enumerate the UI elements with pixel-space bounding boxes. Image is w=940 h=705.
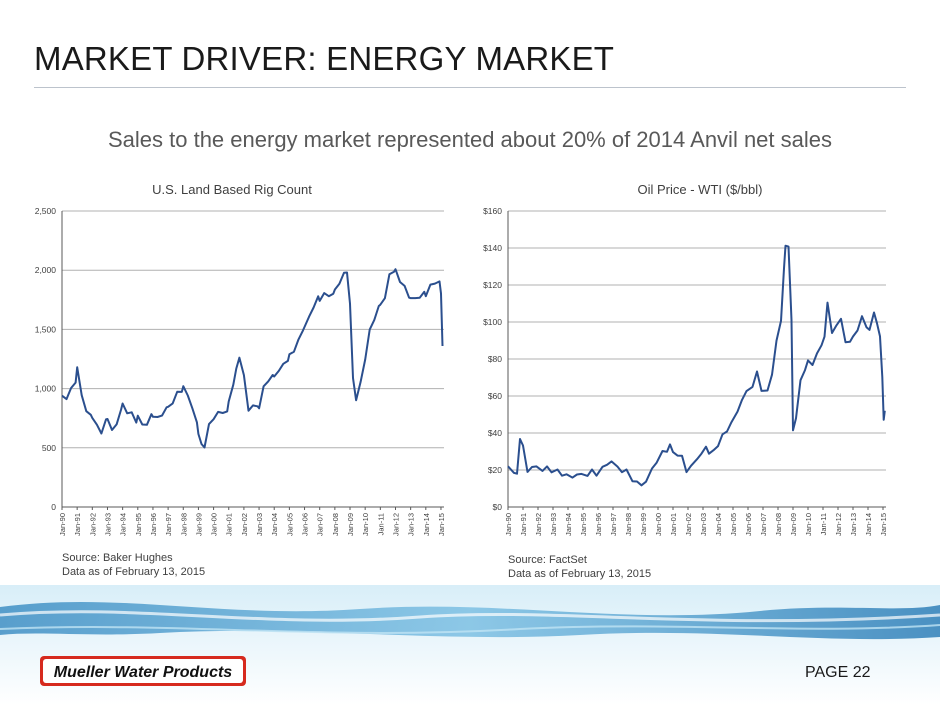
oil-price-x-tick-label: Jan-08 <box>774 513 783 536</box>
rig-count-x-tick-label: Jan-95 <box>134 513 143 536</box>
oil-price-y-tick-label: $120 <box>483 280 502 290</box>
oil-price-source-line: Source: FactSet <box>508 554 587 566</box>
oil-price-x-tick-label: Jan-04 <box>714 513 723 536</box>
page-number: PAGE 22 <box>805 664 871 681</box>
rig-count-x-tick-label: Jan-05 <box>285 513 294 536</box>
rig-count-x-tick-label: Jan-03 <box>255 513 264 536</box>
oil-price-x-tick-label: Jan-14 <box>864 513 873 536</box>
rig-count-x-tick-label: Jan-15 <box>437 513 446 536</box>
oil-price-x-tick-label: Jan-09 <box>789 513 798 536</box>
oil-price-y-tick-label: $60 <box>488 391 502 401</box>
oil-price-y-tick-label: $80 <box>488 354 502 364</box>
rig-count-x-tick-label: Jan-09 <box>346 513 355 536</box>
page-subtitle: Sales to the energy market represented a… <box>107 127 832 152</box>
oil-price-x-tick-label: Jan-90 <box>504 513 513 536</box>
oil-price-x-tick-label: Jan-07 <box>759 513 768 536</box>
rig-count-x-tick-label: Jan-00 <box>210 513 219 536</box>
water-wave-banner <box>0 585 940 705</box>
oil-price-x-tick-label: Jan-15 <box>879 513 888 536</box>
rig-count-x-tick-label: Jan-13 <box>407 513 416 536</box>
oil-price-chart-title: Oil Price - WTI ($/bbl) <box>637 182 763 197</box>
rig-count-y-tick-label: 0 <box>51 502 56 512</box>
rig-count-source-line: Source: Baker Hughes <box>62 552 173 564</box>
rig-count-x-tick-label: Jan-14 <box>422 513 431 536</box>
oil-price-x-tick-label: Jan-11 <box>819 513 828 535</box>
oil-price-y-tick-label: $140 <box>483 243 502 253</box>
oil-price-x-tick-label: Jan-92 <box>534 513 543 536</box>
rig-count-x-tick-label: Jan-98 <box>179 513 188 536</box>
mueller-logo: Mueller Water Products <box>40 656 246 686</box>
rig-count-x-tick-label: Jan-08 <box>331 513 340 536</box>
rig-count-x-tick-label: Jan-02 <box>240 513 249 536</box>
oil-price-x-tick-label: Jan-06 <box>744 513 753 536</box>
rig-count-x-tick-label: Jan-97 <box>164 513 173 536</box>
rig-count-x-tick-label: Jan-92 <box>88 513 97 536</box>
rig-count-x-tick-label: Jan-99 <box>194 513 203 536</box>
rig-count-chart-title: U.S. Land Based Rig Count <box>152 182 312 197</box>
rig-count-x-tick-label: Jan-11 <box>376 513 385 535</box>
rig-count-x-tick-label: Jan-01 <box>225 513 234 536</box>
oil-price-x-tick-label: Jan-05 <box>729 513 738 536</box>
oil-price-series-line <box>507 244 886 487</box>
oil-price-x-tick-label: Jan-01 <box>669 513 678 536</box>
rig-count-date-line: Data as of February 13, 2015 <box>62 566 206 578</box>
page-title: MARKET DRIVER: ENERGY MARKET <box>34 40 615 77</box>
rig-count-y-tick-label: 500 <box>42 443 56 453</box>
oil-price-y-tick-label: $20 <box>488 465 502 475</box>
oil-price-x-tick-label: Jan-94 <box>564 513 573 536</box>
rig-count-y-tick-label: 2,000 <box>35 265 57 275</box>
rig-count-x-tick-label: Jan-07 <box>316 513 325 536</box>
oil-price-source: Source: FactSet Data as of February 13, … <box>508 553 651 581</box>
rig-count-x-tick-label: Jan-10 <box>361 513 370 536</box>
oil-price-y-tick-label: $40 <box>488 428 502 438</box>
rig-count-y-tick-label: 2,500 <box>35 206 57 216</box>
oil-price-x-tick-label: Jan-99 <box>639 513 648 536</box>
oil-price-date-line: Data as of February 13, 2015 <box>508 568 652 580</box>
rig-count-x-tick-label: Jan-90 <box>58 513 67 536</box>
oil-price-y-tick-label: $100 <box>483 317 502 327</box>
rig-count-x-tick-label: Jan-04 <box>270 513 279 536</box>
rig-count-x-tick-label: Jan-94 <box>119 513 128 536</box>
oil-price-x-tick-label: Jan-02 <box>684 513 693 536</box>
rig-count-x-tick-label: Jan-12 <box>391 513 400 536</box>
oil-price-x-tick-label: Jan-12 <box>834 513 843 536</box>
oil-price-x-tick-label: Jan-91 <box>519 513 528 536</box>
rig-count-series-line <box>61 268 444 449</box>
oil-price-y-tick-label: $160 <box>483 206 502 216</box>
oil-price-x-tick-label: Jan-97 <box>609 513 618 536</box>
oil-price-y-tick-label: $0 <box>493 502 503 512</box>
oil-price-x-tick-label: Jan-13 <box>849 513 858 536</box>
oil-price-x-tick-label: Jan-96 <box>594 513 603 536</box>
oil-price-x-tick-label: Jan-03 <box>699 513 708 536</box>
rig-count-x-tick-label: Jan-06 <box>301 513 310 536</box>
rig-count-source: Source: Baker Hughes Data as of February… <box>62 551 205 579</box>
rig-count-x-tick-label: Jan-96 <box>149 513 158 536</box>
logo-text: Mueller Water Products <box>54 664 233 681</box>
rig-count-x-tick-label: Jan-91 <box>73 513 82 536</box>
oil-price-x-tick-label: Jan-95 <box>579 513 588 536</box>
rig-count-chart: 0 500 1,000 1,500 2,000 2,500 Jan-90 Jan-91 Jan-… <box>35 206 446 536</box>
oil-price-x-tick-label: Jan-00 <box>654 513 663 536</box>
oil-price-chart: $0 $20 $40 $60 $80 $100 $120 $140 $160 Jan-90 Jan-… <box>483 206 888 536</box>
title-divider <box>34 87 906 88</box>
oil-price-x-tick-label: Jan-10 <box>804 513 813 536</box>
rig-count-x-tick-label: Jan-93 <box>103 513 112 536</box>
rig-count-y-tick-label: 1,000 <box>35 384 57 394</box>
rig-count-y-tick-label: 1,500 <box>35 324 57 334</box>
oil-price-x-tick-label: Jan-98 <box>624 513 633 536</box>
oil-price-x-tick-label: Jan-93 <box>549 513 558 536</box>
